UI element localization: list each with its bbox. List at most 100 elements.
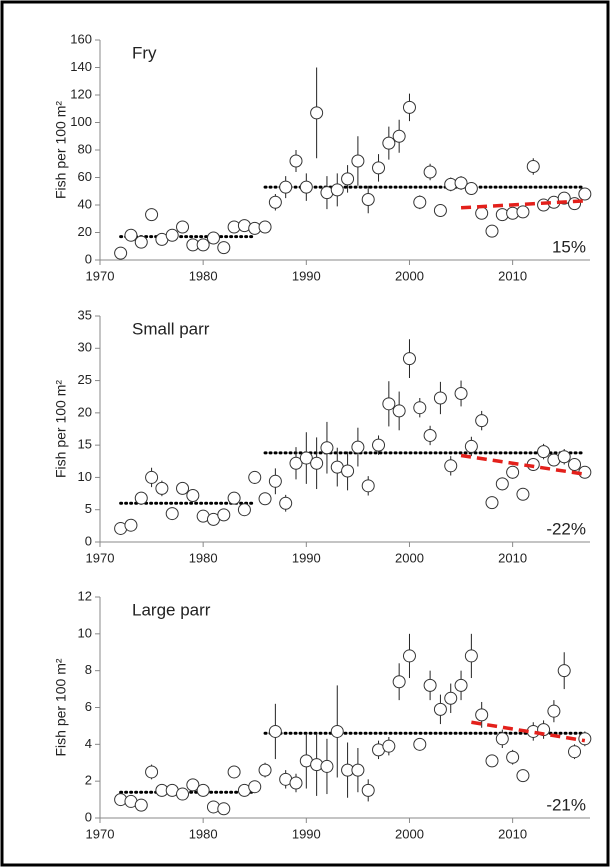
data-point xyxy=(402,100,416,114)
data-point xyxy=(310,106,324,120)
data-point xyxy=(330,183,344,197)
data-point xyxy=(299,180,313,194)
data-point xyxy=(145,470,159,484)
x-tick-label: 2010 xyxy=(498,826,527,841)
data-point xyxy=(176,220,190,234)
data-point xyxy=(320,759,334,773)
data-point xyxy=(372,161,386,175)
x-tick-label: 2000 xyxy=(395,550,424,565)
y-tick-label: 160 xyxy=(70,31,92,46)
y-tick-label: 80 xyxy=(78,141,92,156)
data-point xyxy=(299,451,313,465)
data-point xyxy=(186,489,200,503)
data-point xyxy=(176,787,190,801)
data-point xyxy=(124,518,138,532)
y-tick-label: 40 xyxy=(78,196,92,211)
data-point xyxy=(516,205,530,219)
data-point xyxy=(165,507,179,521)
y-tick-label: 10 xyxy=(78,625,92,640)
data-point xyxy=(423,428,437,442)
data-point xyxy=(268,474,282,488)
y-tick-label: 0 xyxy=(85,251,92,266)
x-tick-label: 1980 xyxy=(189,268,218,283)
y-tick-label: 25 xyxy=(78,372,92,387)
x-tick-label: 1990 xyxy=(292,268,321,283)
data-point xyxy=(217,241,231,255)
trend-line xyxy=(471,720,586,743)
panel-label: Small parr xyxy=(132,319,210,338)
data-point xyxy=(547,704,561,718)
data-point xyxy=(413,195,427,209)
data-point xyxy=(454,386,468,400)
data-point xyxy=(258,220,272,234)
x-tick-label: 2000 xyxy=(395,826,424,841)
data-point xyxy=(176,481,190,495)
data-point xyxy=(392,129,406,143)
data-point xyxy=(433,702,447,716)
data-point xyxy=(413,737,427,751)
data-point xyxy=(361,193,375,206)
y-tick-label: 60 xyxy=(78,169,92,184)
y-tick-label: 6 xyxy=(85,699,92,714)
data-point xyxy=(444,691,458,705)
panel-label: Fry xyxy=(132,43,157,62)
data-point xyxy=(341,464,355,478)
data-point xyxy=(382,136,396,150)
data-point xyxy=(310,456,324,470)
data-point xyxy=(351,763,365,777)
y-tick-label: 12 xyxy=(78,588,92,603)
data-point xyxy=(475,708,489,722)
data-point xyxy=(568,197,582,211)
data-point xyxy=(361,783,375,797)
data-point xyxy=(516,769,530,783)
data-point xyxy=(485,754,499,768)
y-tick-label: 35 xyxy=(78,307,92,322)
data-point xyxy=(444,459,458,473)
data-point xyxy=(578,187,592,201)
data-point xyxy=(423,165,437,179)
data-point xyxy=(289,154,303,168)
x-tick-label: 2010 xyxy=(498,268,527,283)
x-tick-label: 1980 xyxy=(189,550,218,565)
y-tick-label: 0 xyxy=(85,809,92,824)
data-point xyxy=(279,496,293,510)
data-point xyxy=(382,739,396,753)
data-point xyxy=(134,798,148,812)
data-point xyxy=(268,724,282,738)
data-point xyxy=(568,458,582,472)
y-tick-label: 20 xyxy=(78,404,92,419)
data-point xyxy=(464,649,478,663)
data-point xyxy=(402,649,416,663)
data-point xyxy=(124,228,138,242)
x-tick-label: 1970 xyxy=(86,268,115,283)
panel-label: Large parr xyxy=(132,600,211,619)
y-tick-label: 4 xyxy=(85,736,92,751)
data-point xyxy=(145,208,159,222)
y-tick-label: 15 xyxy=(78,437,92,452)
annotation: -22% xyxy=(546,519,586,538)
data-point xyxy=(402,352,416,366)
y-tick-label: 30 xyxy=(78,340,92,355)
data-point xyxy=(227,491,241,505)
data-point xyxy=(351,440,365,454)
data-point xyxy=(351,154,365,168)
y-tick-label: 20 xyxy=(78,224,92,239)
data-point xyxy=(114,246,128,260)
data-point xyxy=(206,231,220,245)
y-tick-label: 120 xyxy=(70,86,92,101)
data-point xyxy=(134,235,148,249)
data-point xyxy=(341,172,355,186)
data-point xyxy=(578,732,592,746)
data-point xyxy=(134,491,148,505)
y-axis-label: Fish per 100 m² xyxy=(53,101,69,199)
y-axis-label: Fish per 100 m² xyxy=(53,658,69,756)
data-point xyxy=(361,479,375,493)
data-point xyxy=(475,414,489,428)
data-point xyxy=(372,438,386,452)
data-point xyxy=(454,678,468,692)
trend-line xyxy=(460,199,585,210)
data-point xyxy=(320,441,334,455)
data-point xyxy=(248,780,262,794)
data-point xyxy=(495,477,509,491)
